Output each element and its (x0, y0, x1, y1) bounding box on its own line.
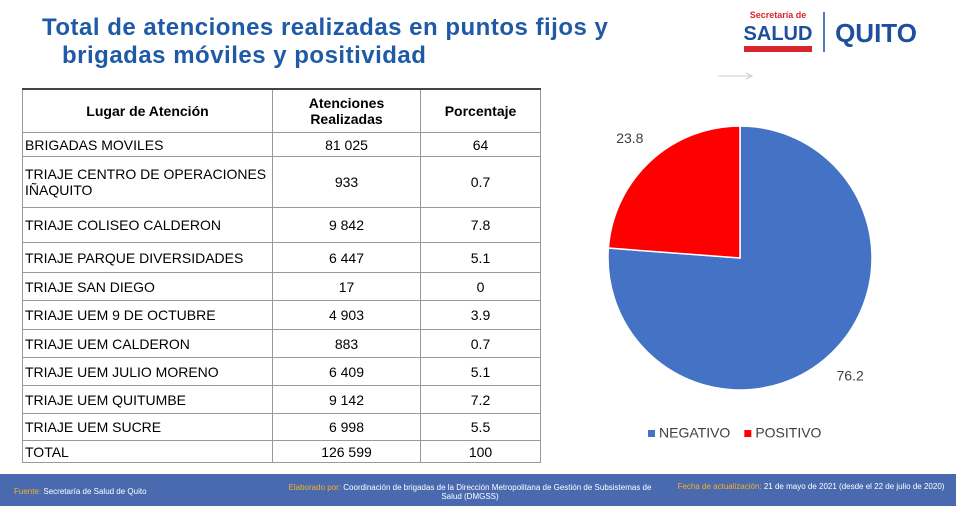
table-row: BRIGADAS MOVILES 81 025 64 (22, 132, 541, 157)
table-row: TRIAJE PARQUE DIVERSIDADES 6 447 5.1 (22, 242, 541, 273)
table-row: TRIAJE UEM QUITUMBE 9 142 7.2 (22, 385, 541, 414)
table-cell: 9 842 (272, 207, 421, 243)
logo-text: SALUD (744, 23, 813, 45)
table-row: TRIAJE UEM CALDERON 883 0.7 (22, 329, 541, 358)
table-cell: 100 (420, 440, 541, 463)
table-cell: 126 599 (272, 440, 421, 463)
table-cell: TRIAJE CENTRO DE OPERACIONES IÑAQUITO (22, 156, 273, 208)
footer: Fuente: Secretaría de Salud de Quito Ela… (0, 474, 956, 506)
table-cell: 6 998 (272, 413, 421, 441)
table-cell: TRIAJE COLISEO CALDERON (22, 207, 273, 243)
table-cell: 5.1 (420, 357, 541, 386)
title-line: Total de atenciones realizadas en puntos… (42, 14, 609, 41)
table-cell: 9 142 (272, 385, 421, 414)
footer-label: Elaborado por: (288, 483, 342, 492)
table-cell: 0.7 (420, 329, 541, 358)
logo-text: Secretaría de (750, 10, 807, 20)
legend-swatch (648, 430, 655, 437)
table-row: TRIAJE UEM SUCRE 6 998 5.5 (22, 413, 541, 441)
table-cell: 933 (272, 156, 421, 208)
legend-label: POSITIVO (755, 425, 821, 441)
header-cell: Porcentaje (420, 88, 541, 133)
table-row: TRIAJE UEM JULIO MORENO 6 409 5.1 (22, 357, 541, 386)
logo-text: QUITO (835, 18, 917, 48)
logo-bar (744, 46, 812, 52)
table-cell: TRIAJE SAN DIEGO (22, 272, 273, 301)
logo: Secretaría de SALUD QUITO (744, 10, 917, 52)
footer-text: 21 de mayo de 2021 (desde el 22 de julio… (763, 482, 945, 491)
table-cell: 5.1 (420, 242, 541, 273)
header-cell: Atenciones Realizadas (272, 88, 421, 133)
footer-text: Secretaría de Salud de Quito (43, 487, 147, 496)
table-row: TRIAJE COLISEO CALDERON 9 842 7.8 (22, 207, 541, 243)
table-cell: 3.9 (420, 300, 541, 330)
pie-chart: 76.2 23.8 NEGATIVO POSITIVO (607, 125, 873, 441)
table-cell: 7.2 (420, 385, 541, 414)
table-cell: 5.5 (420, 413, 541, 441)
footer-label: Fuente: (14, 487, 42, 496)
table-cell: 64 (420, 132, 541, 157)
table-cell: 4 903 (272, 300, 421, 330)
table-cell: 7.8 (420, 207, 541, 243)
table-row: TRIAJE CENTRO DE OPERACIONES IÑAQUITO 933… (22, 156, 541, 208)
table-cell: TRIAJE UEM JULIO MORENO (22, 357, 273, 386)
data-label: 23.8 (616, 130, 643, 146)
table-cell: TRIAJE UEM QUITUMBE (22, 385, 273, 414)
footer-label: Fecha de actualización: (677, 482, 762, 491)
table-cell: 81 025 (272, 132, 421, 157)
table-cell: 0 (420, 272, 541, 301)
arrow (718, 72, 754, 80)
table-cell: 17 (272, 272, 421, 301)
header-cell: Lugar de Atención (22, 88, 273, 133)
table-cell: TOTAL (22, 440, 273, 463)
title: Total de atenciones realizadas en puntos… (42, 14, 608, 70)
title-line: brigadas móviles y positividad (62, 42, 427, 69)
legend-label: NEGATIVO (659, 425, 730, 441)
table-cell: 6 447 (272, 242, 421, 273)
footer-text: Coordinación de brigadas de la Dirección… (343, 483, 652, 501)
table-row: TRIAJE SAN DIEGO 17 0 (22, 272, 541, 301)
table-cell: TRIAJE UEM CALDERON (22, 329, 273, 358)
legend-swatch (744, 430, 752, 437)
table-row: TOTAL 126 599 100 (22, 440, 541, 463)
table-cell: TRIAJE UEM SUCRE (22, 413, 273, 441)
table-row: TRIAJE UEM 9 DE OCTUBRE 4 903 3.9 (22, 300, 541, 330)
table: Lugar de Atención Atenciones Realizadas Po… (22, 88, 541, 463)
table-cell: TRIAJE UEM 9 DE OCTUBRE (22, 300, 273, 330)
table-cell: BRIGADAS MOVILES (22, 132, 273, 157)
table-cell: TRIAJE PARQUE DIVERSIDADES (22, 242, 273, 273)
table-cell: 0.7 (420, 156, 541, 208)
table-cell: 883 (272, 329, 421, 358)
header-row: Lugar de Atención Atenciones Realizadas Po… (22, 88, 541, 133)
data-label: 76.2 (837, 367, 864, 383)
table-cell: 6 409 (272, 357, 421, 386)
pie-slice (607, 125, 741, 259)
